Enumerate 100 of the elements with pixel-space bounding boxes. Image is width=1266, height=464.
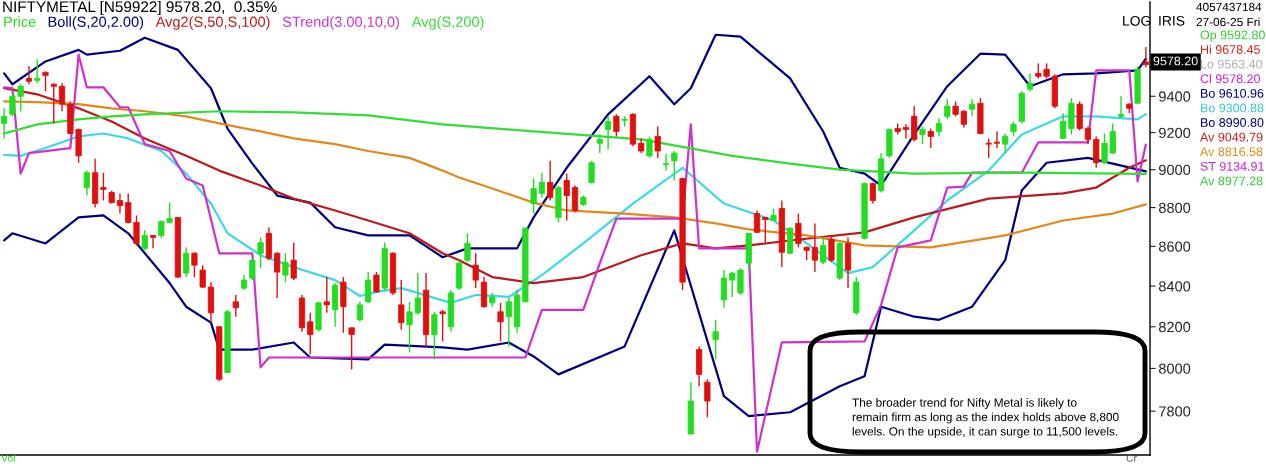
candlestick (530, 177, 537, 215)
candlestick (323, 276, 330, 314)
text: Price (4, 16, 36, 27)
line-series (3, 33, 1147, 259)
y-tick-label: 8600 (1158, 241, 1191, 252)
candlestick (935, 117, 943, 138)
text: Cl 9578.20 (1200, 73, 1260, 84)
candlestick (257, 236, 264, 269)
candlestick (505, 297, 512, 348)
text: Avg(S,200) (411, 16, 484, 30)
candlestick (646, 135, 653, 159)
candlestick (911, 105, 918, 143)
text: Op 9592.80 (1200, 30, 1265, 42)
candlestick (828, 234, 835, 263)
candlestick (100, 171, 107, 202)
y-tick-label: 9400 (1159, 91, 1191, 102)
candlestick (307, 312, 314, 356)
text: STrend(3.00,10,0) (282, 16, 400, 30)
text: Bo 9610.96 (1201, 88, 1264, 98)
candlestick (662, 153, 670, 172)
candlestick (571, 184, 579, 214)
candlestick (969, 98, 976, 118)
candlestick (1002, 132, 1009, 154)
text: 27-06-25 Fri (1196, 17, 1260, 27)
candlestick (588, 160, 595, 185)
candlestick (365, 271, 372, 304)
text: Av 8816.58 (1200, 147, 1263, 157)
candlestick (249, 257, 256, 281)
text: Bo 8990.80 (1201, 118, 1264, 127)
candlestick (944, 98, 951, 120)
candlestick (712, 319, 719, 361)
candlestick (431, 311, 438, 361)
candlestick (149, 234, 157, 250)
text: Lo 9563.40 (1201, 59, 1263, 69)
y-tick-label: 8000 (1158, 363, 1191, 374)
text: Av 9049.79 (1200, 132, 1263, 142)
candlestick (1060, 112, 1067, 141)
candlestick (613, 113, 620, 138)
annotation: Vol (1, 454, 15, 462)
candlestick (596, 133, 603, 154)
candlestick (34, 58, 41, 84)
candlestick (604, 115, 612, 150)
candlestick (356, 301, 363, 323)
y-tick-label: 8400 (1158, 281, 1191, 292)
text: ST 9134.91 (1200, 161, 1264, 171)
candlestick (464, 232, 471, 263)
text: Bo 9300.88 (1201, 103, 1264, 113)
candlestick (141, 229, 148, 252)
text: IRIS (1159, 15, 1185, 26)
candlestick (282, 252, 289, 283)
candlestick (654, 125, 661, 159)
candlestick (762, 216, 769, 243)
y-tick-label: 7800 (1159, 406, 1191, 417)
candlestick (1, 107, 8, 140)
candlestick (869, 181, 876, 205)
line-series (3, 87, 1147, 285)
text: Avg2(S,50,S,100) (155, 16, 270, 30)
candlestick (116, 192, 124, 215)
y-tick-label: 8800 (1158, 202, 1191, 214)
candlestick (547, 160, 554, 202)
candlestick (1142, 46, 1149, 68)
candlestick (290, 241, 297, 281)
y-tick-label: 9000 (1159, 164, 1191, 176)
candlestick (720, 269, 728, 309)
candlestick (985, 137, 992, 159)
candlestick (232, 294, 239, 318)
candlestick (1117, 95, 1125, 120)
y-tick-label: 8200 (1158, 321, 1191, 333)
line-series (3, 100, 1147, 249)
candlestick (398, 279, 405, 331)
text: 4057437184 (1196, 2, 1262, 12)
candlestick (50, 82, 57, 125)
candlestick (993, 130, 1001, 149)
candlestick (538, 171, 546, 199)
candlestick (274, 251, 281, 299)
candlestick (83, 169, 90, 197)
line-series (3, 53, 1147, 453)
chart-title: NIFTYMETAL [N59922] 9578.20, 0.35% (3, 0, 277, 16)
candlestick (25, 65, 33, 85)
text: 9578.20 (1153, 56, 1198, 66)
annotation: Cr (1126, 454, 1137, 462)
line-series (3, 113, 1147, 304)
candlestick (348, 327, 355, 371)
text: Av 8977.28 (1200, 176, 1263, 186)
candlestick (439, 309, 446, 343)
candlestick (42, 70, 49, 92)
y-tick-label: 9200 (1159, 127, 1191, 138)
candlestick (795, 212, 802, 249)
candlestick (472, 252, 479, 289)
candlestick (497, 302, 504, 343)
candlestick (58, 82, 66, 112)
candlestick (183, 246, 190, 278)
candlestick (191, 251, 198, 278)
candlestick (671, 150, 678, 182)
candlestick (1093, 135, 1100, 169)
annotation: The broader trend for Nifty Metal is likely to remain firm as long as the index holds above 8,800 levels. On the upside, it can surge to 11,500 levels. (852, 398, 1119, 438)
series-label: Boll(S,20,2.00) (48, 16, 144, 30)
candlestick (927, 127, 934, 149)
candlestick (811, 222, 819, 273)
candlestick (563, 172, 570, 222)
